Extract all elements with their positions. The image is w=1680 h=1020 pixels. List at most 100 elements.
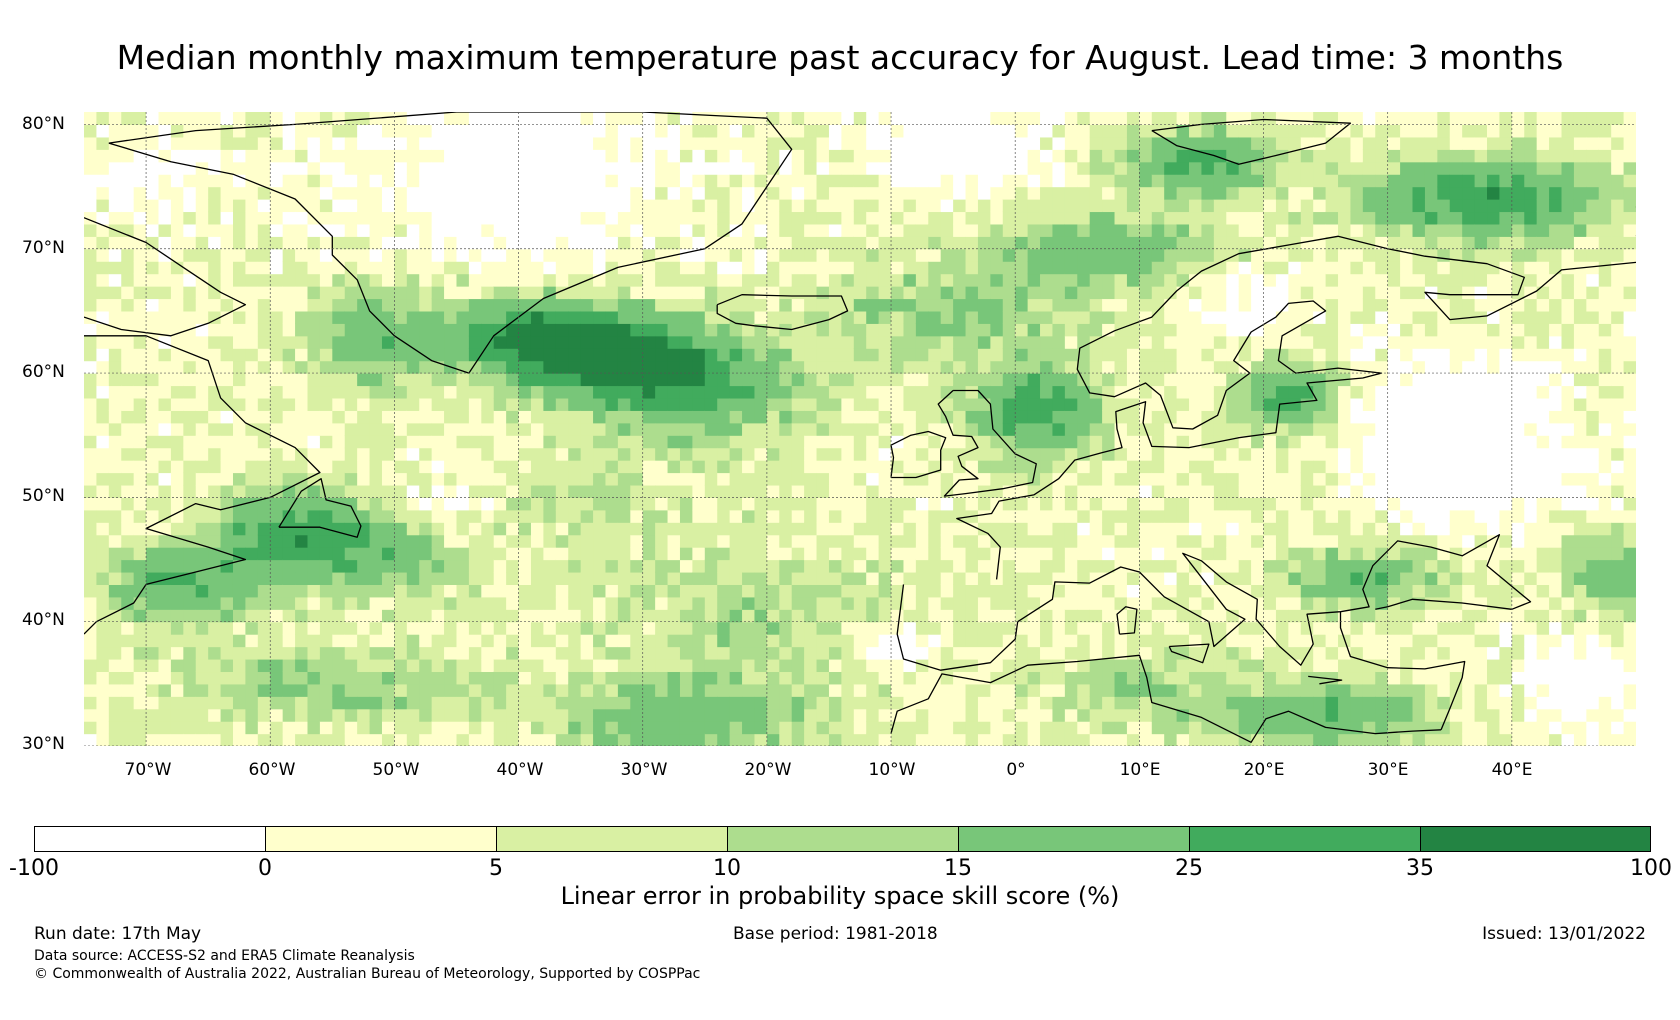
skill-cell [543,596,557,610]
skill-cell [543,348,557,362]
skill-cell [1226,559,1240,573]
skill-cell [1189,186,1203,200]
skill-cell [555,261,569,275]
skill-cell [729,596,743,610]
skill-cell [717,484,731,498]
skill-cell [1201,348,1215,362]
skill-cell [568,410,582,424]
skill-cell [866,509,880,523]
skill-cell [816,360,830,374]
skill-cell [1040,422,1054,436]
skill-cell [1027,186,1041,200]
skill-cell [419,186,433,200]
skill-cell [543,422,557,436]
skill-cell [953,397,967,411]
skill-cell [679,273,693,287]
skill-cell [530,335,544,349]
skill-cell [1077,310,1091,324]
skill-cell [381,559,395,573]
skill-cell [456,484,470,498]
skill-cell [1226,248,1240,262]
skill-cell [1226,609,1240,623]
skill-cell [1052,584,1066,598]
skill-cell [183,721,197,735]
skill-cell [655,571,669,585]
skill-cell [1201,323,1215,337]
skill-cell [642,174,656,188]
skill-cell [605,335,619,349]
skill-cell [605,174,619,188]
skill-cell [146,733,160,746]
skill-cell [506,534,520,548]
skill-cell [518,460,532,474]
skill-cell [84,683,98,697]
skill-cell [406,223,420,237]
skill-cell [580,136,594,150]
skill-cell [754,248,768,262]
skill-cell [270,484,284,498]
skill-cell [1263,721,1277,735]
skill-cell [1089,348,1103,362]
skill-cell [1176,658,1190,673]
skill-cell [493,646,507,660]
skill-cell [766,211,780,225]
skill-cell [257,199,271,213]
skill-cell [1102,708,1116,722]
skill-cell [146,124,160,138]
skill-cell [245,534,259,548]
skill-cell [1052,696,1066,710]
skill-cell [580,261,594,275]
skill-cell [245,634,259,648]
skill-cell [1238,136,1252,150]
skill-cell [295,584,309,598]
skill-cell [1189,261,1203,275]
skill-cell [84,584,98,598]
skill-cell [96,696,110,710]
skill-cell [555,621,569,635]
skill-cell [555,509,569,523]
skill-cell [282,621,296,635]
skill-cell [704,621,718,635]
skill-cell [940,248,954,262]
skill-cell [928,286,942,300]
skill-cell [282,696,296,710]
skill-cell [1189,584,1203,598]
skill-cell [791,174,805,188]
skill-cell [729,112,743,126]
skill-cell [357,323,371,337]
skill-cell [344,211,358,225]
skill-cell [1040,223,1054,237]
skill-cell [977,273,991,287]
skill-cell [1275,509,1289,523]
skill-cell [543,547,557,561]
skill-cell [555,472,569,486]
skill-cell [493,149,507,163]
skill-cell [729,646,743,660]
skill-cell [580,646,594,660]
skill-cell [381,310,395,324]
skill-cell [232,435,247,449]
skill-cell [828,149,842,163]
skill-cell [1027,310,1041,324]
skill-cell [717,658,731,673]
skill-cell [704,497,718,511]
skill-cell [332,497,346,511]
skill-cell [816,273,830,287]
skill-cell [108,621,122,635]
skill-cell [779,236,793,250]
skill-cell [704,472,718,486]
skill-cell [133,124,147,138]
skill-cell [754,646,768,660]
skill-cell [1126,547,1140,561]
skill-cell [965,112,979,126]
skill-cell [133,248,147,262]
skill-cell [381,584,395,598]
skill-cell [1263,223,1277,237]
skill-cell [84,534,98,548]
skill-cell [1238,534,1252,548]
skill-cell [1176,534,1190,548]
skill-cell [84,323,98,337]
skill-cell [506,621,520,635]
skill-cell [344,223,358,237]
